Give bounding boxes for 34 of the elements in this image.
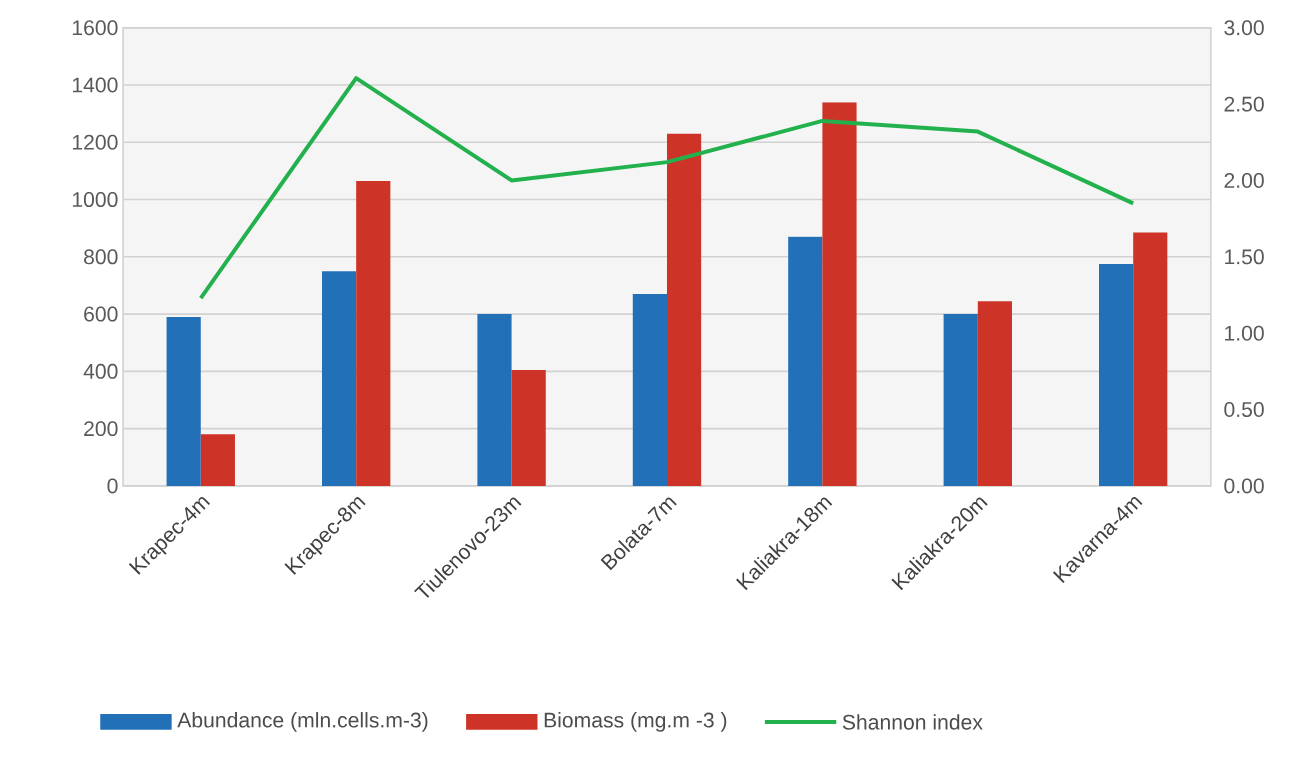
y2-tick-label: 2.50 — [1224, 96, 1264, 112]
bar — [477, 314, 512, 487]
y-tick-label: 1000 — [72, 192, 118, 208]
bar — [666, 133, 702, 487]
bar — [511, 370, 546, 487]
bar — [200, 434, 235, 487]
y-tick-label: 0 — [107, 478, 118, 494]
bar — [321, 271, 357, 487]
y2-tick-label: 3.00 — [1224, 20, 1264, 36]
y2-tick-label: 0.50 — [1224, 402, 1264, 418]
bar — [356, 181, 391, 487]
line-series — [198, 76, 1136, 301]
y-tick-label: 200 — [84, 421, 118, 437]
y-tick-label: 800 — [84, 249, 118, 265]
y2-tick-label: 1.50 — [1225, 249, 1264, 265]
y2-tick-label: 1.00 — [1225, 325, 1264, 341]
bar — [632, 294, 667, 487]
y-tick-label: 1200 — [72, 135, 118, 150]
bar — [1099, 264, 1134, 487]
legend-label: Biomass (mg.m -3 ) — [544, 712, 727, 732]
bar — [977, 301, 1012, 487]
y2-tick-label: 2.00 — [1224, 173, 1264, 189]
y-tick-label: 400 — [83, 364, 118, 380]
y2-tick-label: 0.00 — [1224, 478, 1264, 494]
bar — [788, 236, 823, 487]
y-tick-label: 1600 — [72, 20, 118, 36]
legend-label: Shannon index — [842, 714, 983, 730]
bar — [822, 102, 857, 487]
y-tick-label: 600 — [84, 306, 118, 322]
bar — [943, 314, 978, 487]
y-tick-label: 1400 — [72, 77, 118, 93]
bar — [166, 317, 201, 487]
legend-label: Abundance (mln.cells.m-3) — [177, 712, 428, 732]
bar — [1133, 232, 1168, 487]
